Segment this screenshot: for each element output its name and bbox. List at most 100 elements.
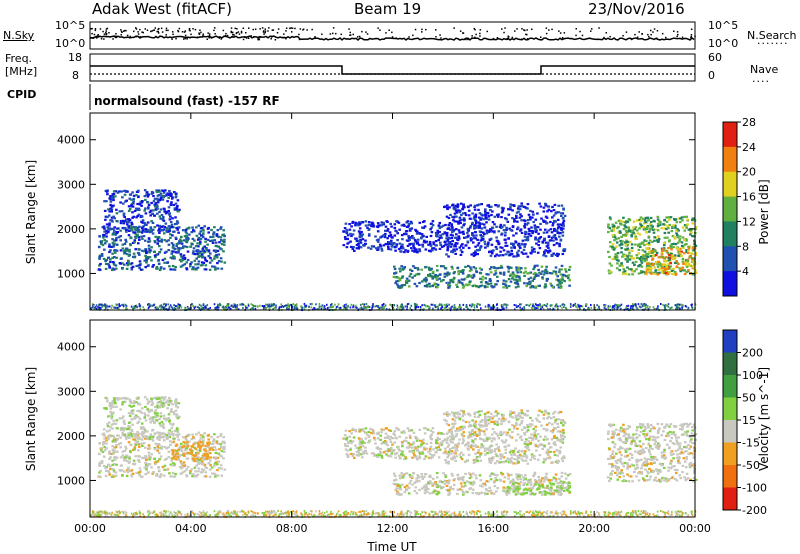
data-cell (400, 234, 404, 237)
data-cell (103, 242, 107, 245)
data-cell (555, 230, 559, 233)
ground-scatter-cell (278, 307, 281, 310)
data-cell (358, 223, 362, 226)
data-cell (159, 399, 163, 402)
data-cell (102, 443, 105, 446)
data-cell (185, 439, 188, 442)
nsearch-point (150, 30, 152, 33)
data-cell (191, 252, 195, 255)
data-cell (650, 251, 654, 254)
data-cell (561, 276, 564, 279)
data-cell (129, 443, 133, 447)
data-cell (116, 227, 119, 230)
ground-scatter-cell (335, 307, 337, 310)
nsearch-point (277, 28, 280, 30)
data-cell (638, 218, 641, 221)
data-cell (455, 211, 459, 214)
nsearch-point (97, 34, 99, 36)
data-cell (197, 452, 200, 455)
ground-scatter-cell (613, 307, 616, 310)
data-cell (492, 285, 496, 288)
data-cell (624, 243, 628, 246)
data-cell (539, 228, 542, 231)
ground-scatter-cell (613, 305, 616, 307)
ground-scatter-cell (148, 305, 151, 308)
data-cell (102, 428, 106, 431)
nsearch-point (93, 36, 96, 39)
data-cell (619, 239, 622, 243)
data-cell (396, 232, 399, 235)
data-cell (653, 266, 657, 269)
data-cell (425, 285, 429, 288)
data-cell (431, 224, 435, 227)
data-cell (437, 224, 441, 227)
data-cell (111, 445, 114, 448)
data-cell (567, 274, 571, 277)
data-cell (207, 231, 210, 234)
ground-scatter-cell (463, 308, 465, 311)
data-cell (205, 457, 208, 461)
nsearch-point (531, 28, 533, 30)
data-cell (153, 197, 157, 200)
ground-scatter-cell (577, 305, 580, 308)
data-cell (502, 282, 505, 286)
data-cell (560, 268, 563, 271)
data-cell (386, 228, 390, 231)
data-cell (109, 258, 112, 261)
data-cell (647, 218, 650, 221)
data-cell (178, 465, 182, 468)
data-cell (160, 238, 164, 241)
ground-scatter-cell (523, 307, 526, 310)
data-cell (158, 245, 161, 248)
data-cell (107, 415, 110, 418)
data-cell (637, 243, 640, 246)
nsearch-point (361, 30, 363, 33)
data-cell (458, 211, 462, 214)
data-cell (106, 422, 109, 426)
data-cell (681, 266, 684, 269)
data-cell (449, 233, 453, 236)
data-cell (526, 207, 529, 210)
data-cell (109, 260, 112, 264)
data-cell (544, 241, 548, 244)
data-cell (507, 270, 510, 273)
nsearch-point (636, 36, 639, 38)
data-cell (463, 218, 466, 221)
data-cell (666, 251, 670, 254)
ground-scatter-cell (534, 303, 537, 306)
data-cell (552, 222, 555, 225)
data-cell (546, 250, 549, 253)
data-cell (198, 242, 202, 246)
nsearch-point (349, 34, 352, 36)
ground-scatter-cell (396, 304, 399, 307)
ground-scatter-cell (294, 304, 297, 307)
data-cell (466, 205, 470, 208)
data-cell (558, 242, 561, 245)
data-cell (456, 204, 460, 207)
nsearch-point (115, 35, 118, 38)
data-cell (631, 261, 635, 264)
data-cell (410, 269, 414, 272)
data-cell (177, 249, 180, 252)
data-cell (646, 253, 650, 256)
ground-scatter-cell (669, 307, 671, 310)
data-cell (203, 463, 207, 466)
ground-scatter-cell (104, 305, 106, 308)
ground-scatter-cell (116, 306, 119, 309)
data-cell (131, 205, 135, 208)
data-cell (424, 265, 428, 269)
ground-scatter-cell (91, 303, 94, 306)
data-cell (551, 224, 555, 227)
data-cell (119, 201, 122, 204)
data-cell (200, 460, 204, 463)
data-cell (654, 261, 658, 264)
nsearch-point (155, 35, 157, 38)
data-cell (623, 224, 626, 227)
nsearch-point (590, 30, 592, 32)
data-cell (201, 435, 205, 438)
data-cell (184, 437, 188, 440)
data-cell (173, 256, 176, 259)
data-cell (447, 216, 451, 220)
data-cell (608, 227, 611, 230)
ground-scatter-cell (557, 305, 559, 308)
